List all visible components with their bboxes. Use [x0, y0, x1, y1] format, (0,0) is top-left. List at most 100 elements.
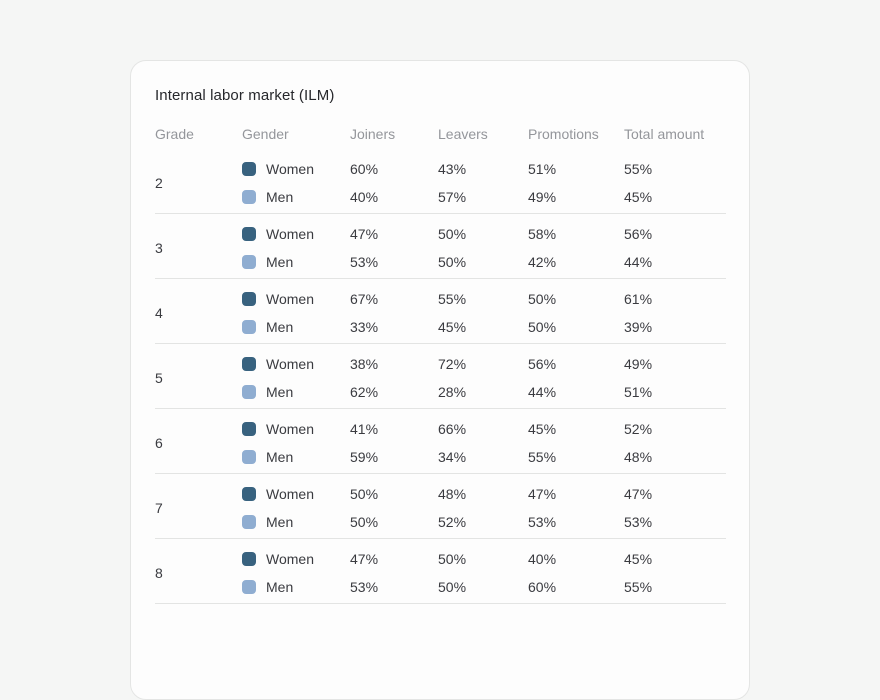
- leavers-value: 55%: [438, 291, 467, 307]
- total-amount-value: 45%: [624, 189, 653, 205]
- total-amount-value: 49%: [624, 356, 653, 372]
- leavers-value: 34%: [438, 449, 467, 465]
- promotions-value: 40%: [528, 551, 557, 567]
- column-header-gender: Gender: [242, 126, 289, 142]
- grade-label: 6: [155, 435, 163, 451]
- women-swatch-icon: [242, 487, 256, 501]
- men-row-gender-cell: Men: [242, 254, 350, 270]
- leavers-value: 50%: [438, 579, 467, 595]
- total-amount-value: 45%: [624, 551, 653, 567]
- total-amount-value: 51%: [624, 384, 653, 400]
- gender-label: Men: [266, 384, 294, 400]
- total-amount-value: 55%: [624, 579, 653, 595]
- gender-label: Men: [266, 254, 294, 270]
- total-amount-value: 39%: [624, 319, 653, 335]
- men-swatch-icon: [242, 385, 256, 399]
- men-row-gender-cell: Men: [242, 514, 350, 530]
- gender-label: Women: [266, 356, 314, 372]
- column-header-leavers: Leavers: [438, 126, 488, 142]
- men-row-gender-cell: Men: [242, 189, 350, 205]
- promotions-value: 42%: [528, 254, 557, 270]
- gender-label: Women: [266, 421, 314, 437]
- grade-label: 5: [155, 370, 163, 386]
- women-row-gender-cell: Women: [242, 226, 350, 242]
- joiners-value: 40%: [350, 189, 379, 205]
- men-row-gender-cell: Men: [242, 449, 350, 465]
- grade-group: 2 Women 60% 43% 51% 55% Men 40% 57% 49% 45%: [155, 149, 726, 214]
- joiners-value: 50%: [350, 514, 379, 530]
- women-swatch-icon: [242, 227, 256, 241]
- grade-label: 2: [155, 175, 163, 191]
- joiners-value: 59%: [350, 449, 379, 465]
- total-amount-value: 53%: [624, 514, 653, 530]
- leavers-value: 72%: [438, 356, 467, 372]
- men-swatch-icon: [242, 580, 256, 594]
- women-swatch-icon: [242, 162, 256, 176]
- promotions-value: 56%: [528, 356, 557, 372]
- joiners-value: 53%: [350, 579, 379, 595]
- grade-label: 7: [155, 500, 163, 516]
- men-swatch-icon: [242, 320, 256, 334]
- women-swatch-icon: [242, 292, 256, 306]
- joiners-value: 60%: [350, 161, 379, 177]
- men-row-gender-cell: Men: [242, 384, 350, 400]
- gender-label: Women: [266, 161, 314, 177]
- grade-group: 3 Women 47% 50% 58% 56% Men 53% 50% 42% 44%: [155, 214, 726, 279]
- leavers-value: 50%: [438, 226, 467, 242]
- total-amount-value: 48%: [624, 449, 653, 465]
- men-row-gender-cell: Men: [242, 579, 350, 595]
- grade-group: 8 Women 47% 50% 40% 45% Men 53% 50% 60% 55%: [155, 539, 726, 604]
- women-swatch-icon: [242, 357, 256, 371]
- joiners-value: 47%: [350, 226, 379, 242]
- men-swatch-icon: [242, 255, 256, 269]
- promotions-value: 50%: [528, 319, 557, 335]
- promotions-value: 55%: [528, 449, 557, 465]
- gender-label: Women: [266, 551, 314, 567]
- ilm-card: Internal labor market (ILM) Grade Gender J…: [130, 60, 750, 700]
- leavers-value: 57%: [438, 189, 467, 205]
- promotions-value: 47%: [528, 486, 557, 502]
- leavers-value: 50%: [438, 254, 467, 270]
- men-swatch-icon: [242, 190, 256, 204]
- women-row-gender-cell: Women: [242, 551, 350, 567]
- table-body: 2 Women 60% 43% 51% 55% Men 40% 57% 49% 45% 3 Women 4…: [155, 149, 726, 604]
- promotions-value: 58%: [528, 226, 557, 242]
- grade-group: 6 Women 41% 66% 45% 52% Men 59% 34% 55% 48%: [155, 409, 726, 474]
- grade-group: 7 Women 50% 48% 47% 47% Men 50% 52% 53% 53%: [155, 474, 726, 539]
- joiners-value: 62%: [350, 384, 379, 400]
- grade-label: 3: [155, 240, 163, 256]
- column-header-grade: Grade: [155, 126, 194, 142]
- total-amount-value: 61%: [624, 291, 653, 307]
- total-amount-value: 47%: [624, 486, 653, 502]
- joiners-value: 67%: [350, 291, 379, 307]
- column-header-joiners: Joiners: [350, 126, 396, 142]
- joiners-value: 33%: [350, 319, 379, 335]
- promotions-value: 50%: [528, 291, 557, 307]
- women-row-gender-cell: Women: [242, 291, 350, 307]
- grade-label: 4: [155, 305, 163, 321]
- total-amount-value: 55%: [624, 161, 653, 177]
- men-row-gender-cell: Men: [242, 319, 350, 335]
- gender-label: Men: [266, 514, 294, 530]
- promotions-value: 60%: [528, 579, 557, 595]
- promotions-value: 49%: [528, 189, 557, 205]
- column-header-total-amount: Total amount: [624, 126, 705, 142]
- joiners-value: 41%: [350, 421, 379, 437]
- total-amount-value: 44%: [624, 254, 653, 270]
- women-swatch-icon: [242, 422, 256, 436]
- gender-label: Women: [266, 291, 314, 307]
- women-row-gender-cell: Women: [242, 421, 350, 437]
- women-swatch-icon: [242, 552, 256, 566]
- gender-label: Women: [266, 486, 314, 502]
- leavers-value: 43%: [438, 161, 467, 177]
- women-row-gender-cell: Women: [242, 356, 350, 372]
- grade-group: 4 Women 67% 55% 50% 61% Men 33% 45% 50% 39%: [155, 279, 726, 344]
- women-row-gender-cell: Women: [242, 486, 350, 502]
- leavers-value: 66%: [438, 421, 467, 437]
- grade-group: 5 Women 38% 72% 56% 49% Men 62% 28% 44% 51%: [155, 344, 726, 409]
- gender-label: Women: [266, 226, 314, 242]
- grade-label: 8: [155, 565, 163, 581]
- promotions-value: 51%: [528, 161, 557, 177]
- gender-label: Men: [266, 189, 294, 205]
- total-amount-value: 56%: [624, 226, 653, 242]
